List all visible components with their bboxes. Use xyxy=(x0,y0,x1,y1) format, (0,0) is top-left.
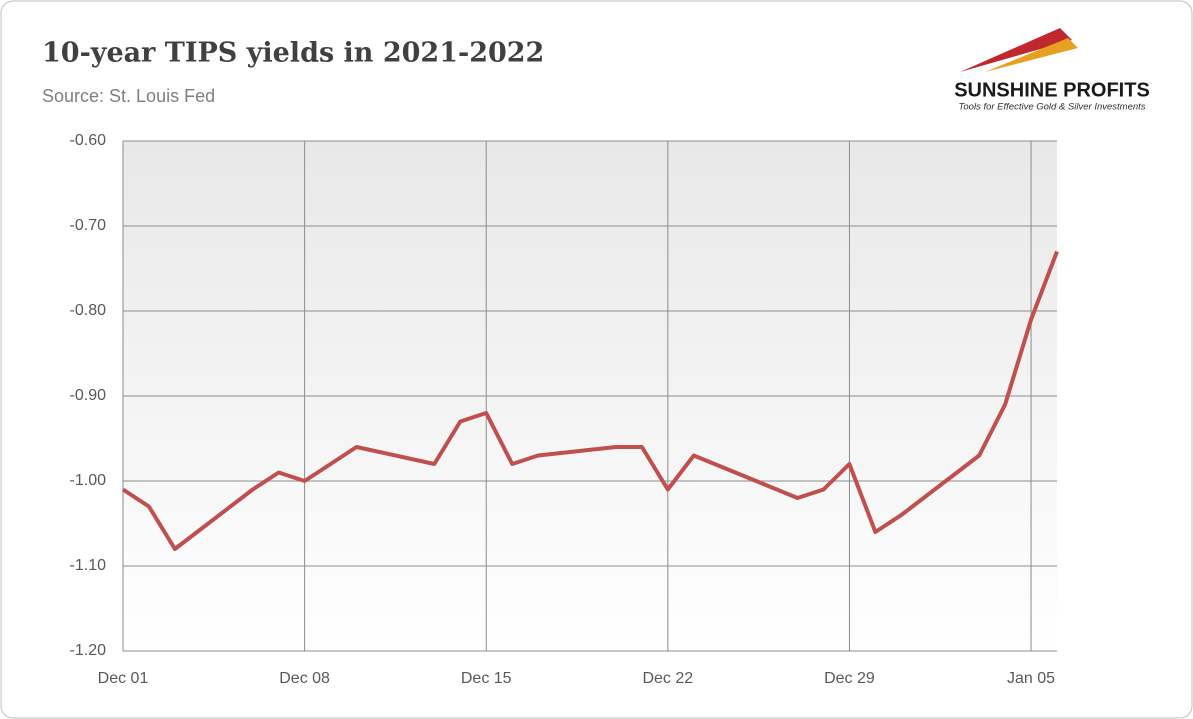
y-tick-label: -0.80 xyxy=(70,302,107,319)
x-tick-label: Dec 15 xyxy=(461,670,512,687)
logo-name: SUNSHINE PROFITS xyxy=(954,79,1150,101)
x-tick-label: Dec 01 xyxy=(98,670,149,687)
logo-swoosh xyxy=(960,28,1072,72)
y-tick-label: -0.90 xyxy=(70,387,107,404)
y-tick-label: -0.60 xyxy=(70,132,107,149)
x-tick-label: Dec 22 xyxy=(642,670,693,687)
y-tick-label: -1.20 xyxy=(70,642,107,659)
y-tick-label: -0.70 xyxy=(70,217,107,234)
x-tick-label: Jan 05 xyxy=(1007,670,1055,687)
x-tick-label: Dec 08 xyxy=(279,670,330,687)
chart-title: 10-year TIPS yields in 2021-2022 xyxy=(42,38,544,69)
chart-subtitle: Source: St. Louis Fed xyxy=(42,86,215,106)
x-tick-label: Dec 29 xyxy=(824,670,875,687)
logo: SUNSHINE PROFITS Tools for Effective Gol… xyxy=(954,28,1150,113)
y-tick-label: -1.00 xyxy=(70,472,107,489)
y-tick-label: -1.10 xyxy=(70,557,107,574)
logo-swoosh xyxy=(985,38,1078,72)
data-line xyxy=(121,250,1059,551)
logo-tagline: Tools for Effective Gold & Silver Invest… xyxy=(958,102,1145,113)
